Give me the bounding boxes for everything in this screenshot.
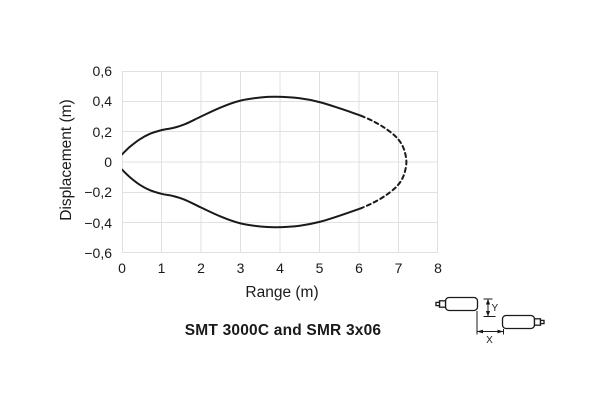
y-tick-label: −0,2	[84, 184, 112, 201]
transducer-icon	[435, 296, 479, 312]
lower-coverage-boundary	[122, 168, 362, 229]
x-offset-label: X	[486, 335, 493, 346]
x-tick-label: 7	[394, 260, 403, 276]
x-tick-label: 4	[276, 260, 284, 276]
y-offset-dimension: Y	[483, 298, 499, 317]
upper-coverage-boundary	[122, 95, 362, 156]
y-tick-label: −0,6	[84, 245, 112, 261]
x-tick-label: 8	[434, 260, 442, 276]
x-offset-dimension: X	[476, 311, 504, 346]
y-tick-label: 0,6	[92, 63, 112, 79]
x-tick-label: 5	[315, 260, 324, 276]
x-axis-title: Range (m)	[245, 284, 319, 301]
plot-area	[122, 71, 438, 253]
y-tick-label: 0	[104, 154, 112, 170]
offset-geometry-diagram: Y X	[435, 296, 545, 346]
y-offset-label: Y	[492, 303, 499, 314]
responder-icon	[501, 314, 545, 330]
x-tick-label: 1	[157, 260, 166, 276]
x-tick-label: 6	[355, 260, 363, 276]
x-tick-label: 2	[197, 260, 205, 276]
chart-caption: SMT 3000C and SMR 3x06	[184, 322, 382, 339]
far-coverage-boundary-dashed	[360, 114, 408, 210]
x-tick-label: 0	[118, 260, 126, 276]
y-tick-label: 0,4	[92, 93, 112, 110]
y-tick-label: −0,4	[84, 214, 112, 231]
x-tick-label: 3	[236, 260, 245, 276]
y-tick-label: 0,2	[92, 123, 112, 140]
